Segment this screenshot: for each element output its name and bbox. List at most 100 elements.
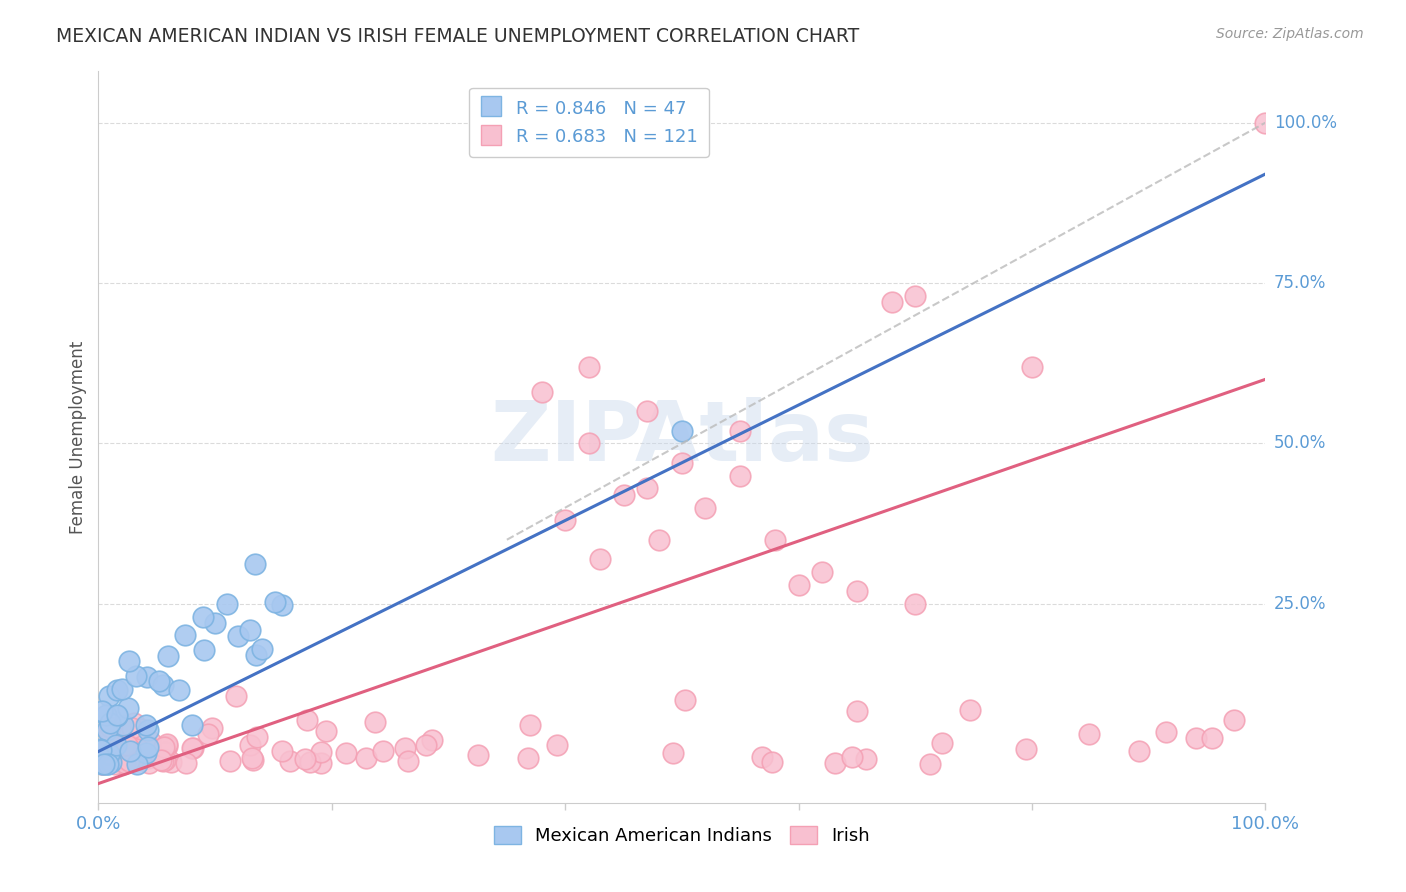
Point bbox=[1015, 742, 1038, 756]
Point bbox=[152, 678, 174, 692]
Point bbox=[1185, 731, 1208, 745]
Point bbox=[246, 730, 269, 744]
Point bbox=[98, 715, 121, 730]
Point bbox=[156, 739, 179, 754]
Point bbox=[97, 757, 120, 772]
Point bbox=[578, 436, 600, 450]
Point bbox=[125, 669, 148, 683]
Text: Source: ZipAtlas.com: Source: ZipAtlas.com bbox=[1216, 27, 1364, 41]
Point bbox=[636, 482, 658, 496]
Point bbox=[89, 745, 111, 759]
Point bbox=[98, 720, 121, 734]
Point bbox=[636, 404, 658, 418]
Point bbox=[120, 739, 142, 753]
Point bbox=[931, 736, 953, 750]
Point bbox=[751, 749, 773, 764]
Point bbox=[174, 628, 197, 642]
Point bbox=[90, 743, 112, 757]
Point bbox=[111, 756, 134, 771]
Point bbox=[394, 740, 416, 755]
Point bbox=[420, 733, 443, 747]
Point bbox=[117, 701, 139, 715]
Point bbox=[114, 728, 136, 742]
Point bbox=[96, 708, 118, 723]
Point bbox=[415, 738, 437, 752]
Point bbox=[193, 609, 215, 624]
Point bbox=[136, 751, 159, 765]
Point bbox=[373, 744, 395, 758]
Point bbox=[156, 649, 179, 664]
Point bbox=[90, 753, 112, 767]
Point bbox=[150, 753, 173, 767]
Point bbox=[554, 514, 576, 528]
Point bbox=[121, 721, 143, 735]
Point bbox=[671, 456, 693, 470]
Point bbox=[138, 756, 160, 770]
Y-axis label: Female Unemployment: Female Unemployment bbox=[69, 341, 87, 533]
Point bbox=[174, 756, 197, 770]
Text: 100.0%: 100.0% bbox=[1274, 113, 1337, 132]
Point bbox=[156, 737, 179, 751]
Point bbox=[1021, 359, 1043, 374]
Point bbox=[315, 723, 337, 738]
Point bbox=[135, 717, 157, 731]
Point bbox=[93, 757, 115, 772]
Point bbox=[1128, 744, 1150, 758]
Point bbox=[201, 721, 224, 735]
Point bbox=[90, 757, 112, 772]
Point bbox=[278, 754, 301, 768]
Point bbox=[787, 577, 810, 591]
Point bbox=[98, 736, 121, 750]
Point bbox=[1078, 726, 1101, 740]
Point bbox=[125, 741, 148, 756]
Point bbox=[309, 756, 332, 770]
Point bbox=[150, 753, 173, 767]
Point bbox=[516, 751, 538, 765]
Point bbox=[364, 714, 387, 729]
Point bbox=[139, 739, 162, 754]
Point bbox=[1154, 725, 1177, 739]
Text: 50.0%: 50.0% bbox=[1274, 434, 1326, 452]
Point bbox=[197, 727, 219, 741]
Point bbox=[122, 741, 145, 756]
Point bbox=[129, 723, 152, 737]
Point bbox=[1254, 116, 1277, 130]
Point bbox=[100, 756, 122, 770]
Point bbox=[225, 690, 247, 704]
Point bbox=[193, 643, 215, 657]
Point bbox=[96, 723, 118, 737]
Point bbox=[136, 740, 159, 755]
Point bbox=[167, 683, 190, 698]
Point bbox=[107, 708, 129, 723]
Point bbox=[1223, 713, 1246, 727]
Point bbox=[215, 597, 238, 611]
Point bbox=[546, 738, 568, 752]
Point bbox=[112, 739, 135, 753]
Point bbox=[96, 757, 118, 772]
Point bbox=[159, 755, 181, 769]
Point bbox=[148, 674, 170, 689]
Point bbox=[855, 752, 877, 766]
Point bbox=[959, 703, 981, 717]
Point bbox=[918, 757, 941, 772]
Point bbox=[124, 750, 146, 764]
Point bbox=[105, 738, 128, 752]
Point bbox=[107, 749, 129, 764]
Point bbox=[761, 755, 783, 769]
Point bbox=[118, 654, 141, 668]
Point bbox=[239, 623, 262, 637]
Point bbox=[139, 734, 162, 748]
Point bbox=[335, 746, 357, 760]
Point bbox=[105, 683, 128, 698]
Text: MEXICAN AMERICAN INDIAN VS IRISH FEMALE UNEMPLOYMENT CORRELATION CHART: MEXICAN AMERICAN INDIAN VS IRISH FEMALE … bbox=[56, 27, 859, 45]
Point bbox=[695, 500, 717, 515]
Point bbox=[250, 641, 273, 656]
Point bbox=[228, 629, 250, 643]
Point bbox=[841, 750, 863, 764]
Point bbox=[530, 385, 553, 400]
Point bbox=[239, 739, 262, 753]
Point bbox=[94, 743, 117, 757]
Point bbox=[152, 739, 174, 754]
Point bbox=[845, 704, 868, 718]
Point bbox=[589, 552, 612, 566]
